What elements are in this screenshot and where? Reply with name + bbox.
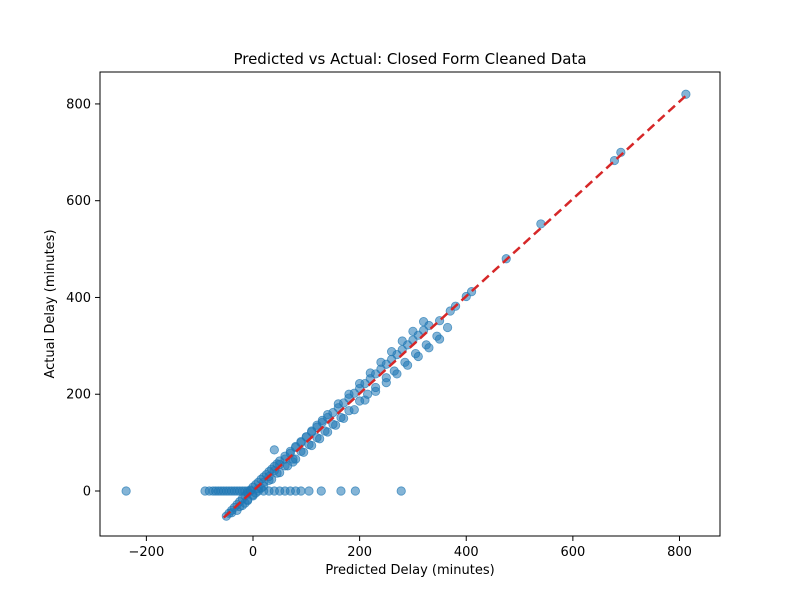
data-point	[403, 360, 413, 370]
data-point	[316, 486, 326, 496]
data-point	[269, 445, 279, 455]
data-point	[381, 378, 391, 388]
x-tick-label: 600	[560, 545, 585, 560]
data-point	[317, 415, 327, 425]
data-point	[315, 434, 325, 444]
data-point	[424, 343, 434, 353]
y-tick-label: 600	[66, 194, 91, 209]
data-point	[323, 409, 333, 420]
x-axis-ticks: −200 0 200 400 600 800	[129, 536, 692, 560]
data-point	[397, 336, 407, 346]
y-tick-label: 400	[66, 291, 91, 306]
data-point	[413, 351, 423, 362]
x-tick-label: 200	[347, 545, 372, 560]
data-point	[307, 426, 317, 436]
x-tick-label: 0	[249, 545, 257, 560]
x-tick-label: 400	[454, 545, 479, 560]
data-point	[333, 399, 343, 409]
data-point	[299, 447, 309, 457]
data-points	[121, 89, 691, 521]
y-tick-label: 200	[66, 388, 91, 403]
data-point	[387, 347, 397, 357]
data-point	[434, 334, 445, 344]
data-point	[339, 413, 349, 424]
data-point	[360, 395, 370, 405]
y-axis-label: Actual Delay (minutes)	[43, 229, 58, 378]
x-tick-label: 800	[667, 545, 692, 560]
data-point	[296, 486, 306, 496]
data-point	[275, 468, 285, 478]
data-point	[349, 405, 359, 415]
data-point	[376, 357, 386, 367]
data-point	[121, 486, 131, 496]
chart-title: Predicted vs Actual: Closed Form Cleaned…	[233, 50, 586, 68]
data-point	[350, 486, 360, 496]
data-point	[418, 317, 429, 327]
data-point	[408, 326, 418, 336]
data-point	[288, 457, 298, 467]
data-point	[304, 486, 314, 496]
data-point	[323, 427, 333, 437]
data-point	[396, 486, 406, 496]
data-point	[365, 368, 375, 378]
data-point	[355, 378, 365, 389]
plot-frame	[99, 71, 721, 537]
x-tick-label: −200	[129, 545, 165, 560]
y-tick-label: 800	[66, 97, 91, 112]
data-point	[371, 386, 381, 396]
x-axis-label: Predicted Delay (minutes)	[325, 563, 494, 578]
data-point	[344, 389, 354, 399]
data-point	[307, 440, 317, 451]
data-point	[331, 420, 341, 430]
reference-line	[222, 93, 689, 519]
data-point	[392, 369, 402, 379]
y-axis-ticks: 0 200 400 600 800	[66, 97, 100, 500]
data-point	[442, 322, 453, 333]
y-tick-label: 0	[83, 485, 91, 500]
data-point	[336, 486, 346, 496]
